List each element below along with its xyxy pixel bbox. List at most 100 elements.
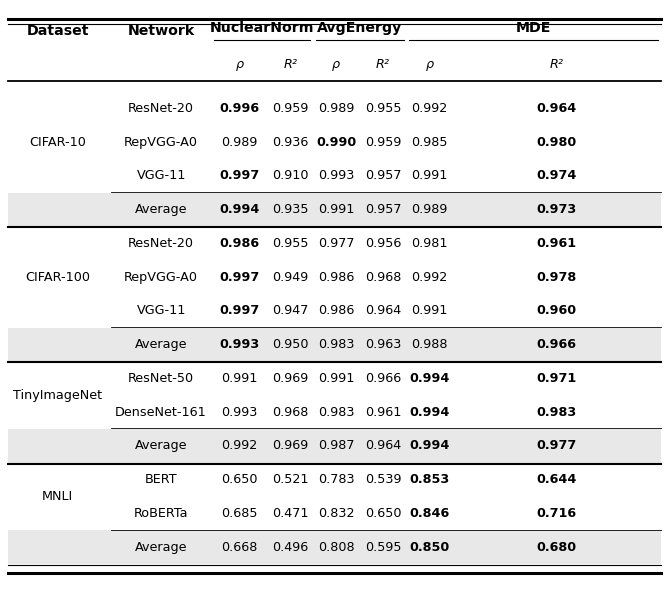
Text: 0.983: 0.983 bbox=[318, 406, 355, 419]
Text: R²: R² bbox=[376, 58, 390, 71]
Text: 0.977: 0.977 bbox=[318, 237, 355, 250]
Text: 0.949: 0.949 bbox=[272, 270, 309, 283]
Text: 0.994: 0.994 bbox=[219, 203, 260, 216]
Text: 0.989: 0.989 bbox=[411, 203, 448, 216]
Text: 0.974: 0.974 bbox=[536, 169, 577, 182]
Text: MDE: MDE bbox=[516, 21, 551, 35]
Text: 0.988: 0.988 bbox=[411, 338, 448, 351]
Text: 0.969: 0.969 bbox=[272, 372, 309, 385]
Text: 0.963: 0.963 bbox=[365, 338, 401, 351]
Bar bbox=[8, 530, 661, 564]
Text: R²: R² bbox=[283, 58, 297, 71]
Text: 0.983: 0.983 bbox=[318, 338, 355, 351]
Text: 0.986: 0.986 bbox=[318, 270, 355, 283]
Text: 0.936: 0.936 bbox=[272, 136, 309, 148]
Text: 0.986: 0.986 bbox=[219, 237, 259, 250]
Text: ResNet-20: ResNet-20 bbox=[128, 102, 194, 115]
Text: 0.955: 0.955 bbox=[365, 102, 401, 115]
Text: 0.964: 0.964 bbox=[365, 439, 401, 453]
Text: Average: Average bbox=[135, 203, 187, 216]
Text: 0.910: 0.910 bbox=[272, 169, 309, 182]
Text: 0.964: 0.964 bbox=[536, 102, 577, 115]
Text: 0.997: 0.997 bbox=[219, 169, 259, 182]
Text: TinyImageNet: TinyImageNet bbox=[13, 389, 102, 402]
Text: 0.996: 0.996 bbox=[219, 102, 259, 115]
Text: 0.969: 0.969 bbox=[272, 439, 309, 453]
Text: 0.680: 0.680 bbox=[536, 541, 576, 554]
Text: MNLI: MNLI bbox=[42, 490, 73, 503]
Text: 0.716: 0.716 bbox=[536, 507, 576, 520]
Text: 0.992: 0.992 bbox=[221, 439, 257, 453]
Text: 0.471: 0.471 bbox=[272, 507, 309, 520]
Text: RepVGG-A0: RepVGG-A0 bbox=[124, 270, 198, 283]
Bar bbox=[8, 193, 661, 227]
Text: 0.935: 0.935 bbox=[272, 203, 309, 216]
Text: 0.994: 0.994 bbox=[409, 406, 450, 419]
Text: 0.644: 0.644 bbox=[536, 473, 577, 486]
Bar bbox=[8, 429, 661, 463]
Text: AvgEnergy: AvgEnergy bbox=[317, 21, 402, 35]
Text: 0.808: 0.808 bbox=[318, 541, 355, 554]
Text: 0.947: 0.947 bbox=[272, 304, 309, 317]
Text: 0.783: 0.783 bbox=[318, 473, 355, 486]
Text: 0.650: 0.650 bbox=[221, 473, 258, 486]
Text: 0.832: 0.832 bbox=[318, 507, 355, 520]
Text: CIFAR-100: CIFAR-100 bbox=[25, 270, 90, 283]
Text: 0.685: 0.685 bbox=[221, 507, 258, 520]
Text: ResNet-20: ResNet-20 bbox=[128, 237, 194, 250]
Text: 0.950: 0.950 bbox=[272, 338, 309, 351]
Text: 0.846: 0.846 bbox=[409, 507, 450, 520]
Text: Dataset: Dataset bbox=[27, 23, 89, 38]
Text: 0.959: 0.959 bbox=[365, 136, 401, 148]
Text: Average: Average bbox=[135, 439, 187, 453]
Text: 0.981: 0.981 bbox=[411, 237, 448, 250]
Text: 0.989: 0.989 bbox=[318, 102, 355, 115]
Text: 0.994: 0.994 bbox=[409, 439, 450, 453]
Text: VGG-11: VGG-11 bbox=[136, 304, 186, 317]
Text: 0.961: 0.961 bbox=[536, 237, 576, 250]
Text: CIFAR-10: CIFAR-10 bbox=[29, 136, 86, 148]
Text: NuclearNorm: NuclearNorm bbox=[210, 21, 314, 35]
Text: 0.993: 0.993 bbox=[318, 169, 355, 182]
Text: 0.997: 0.997 bbox=[219, 304, 259, 317]
Text: BERT: BERT bbox=[145, 473, 178, 486]
Text: 0.850: 0.850 bbox=[409, 541, 450, 554]
Text: 0.966: 0.966 bbox=[537, 338, 576, 351]
Text: 0.957: 0.957 bbox=[365, 169, 401, 182]
Text: 0.973: 0.973 bbox=[536, 203, 577, 216]
Text: ρ: ρ bbox=[426, 58, 434, 71]
Text: 0.595: 0.595 bbox=[365, 541, 401, 554]
Text: R²: R² bbox=[550, 58, 564, 71]
Text: 0.991: 0.991 bbox=[221, 372, 258, 385]
Text: 0.993: 0.993 bbox=[219, 338, 259, 351]
Text: 0.968: 0.968 bbox=[272, 406, 309, 419]
Text: 0.993: 0.993 bbox=[221, 406, 258, 419]
Text: 0.668: 0.668 bbox=[221, 541, 258, 554]
Text: ρ: ρ bbox=[235, 58, 243, 71]
Text: 0.989: 0.989 bbox=[221, 136, 258, 148]
Text: 0.966: 0.966 bbox=[365, 372, 401, 385]
Text: ρ: ρ bbox=[332, 58, 340, 71]
Text: 0.994: 0.994 bbox=[409, 372, 450, 385]
Text: 0.968: 0.968 bbox=[365, 270, 401, 283]
Text: 0.997: 0.997 bbox=[219, 270, 259, 283]
Text: 0.986: 0.986 bbox=[318, 304, 355, 317]
Text: 0.521: 0.521 bbox=[272, 473, 309, 486]
Text: 0.971: 0.971 bbox=[536, 372, 577, 385]
Text: Network: Network bbox=[128, 23, 195, 38]
Text: 0.977: 0.977 bbox=[536, 439, 577, 453]
Text: VGG-11: VGG-11 bbox=[136, 169, 186, 182]
Text: 0.955: 0.955 bbox=[272, 237, 309, 250]
Text: RepVGG-A0: RepVGG-A0 bbox=[124, 136, 198, 148]
Text: 0.992: 0.992 bbox=[411, 102, 448, 115]
Text: 0.978: 0.978 bbox=[536, 270, 577, 283]
Text: 0.960: 0.960 bbox=[536, 304, 576, 317]
Text: ResNet-50: ResNet-50 bbox=[128, 372, 194, 385]
Text: 0.980: 0.980 bbox=[536, 136, 577, 148]
Text: 0.990: 0.990 bbox=[316, 136, 357, 148]
Text: Average: Average bbox=[135, 338, 187, 351]
Text: 0.964: 0.964 bbox=[365, 304, 401, 317]
Text: 0.959: 0.959 bbox=[272, 102, 309, 115]
Text: 0.650: 0.650 bbox=[365, 507, 401, 520]
Text: 0.991: 0.991 bbox=[318, 203, 355, 216]
